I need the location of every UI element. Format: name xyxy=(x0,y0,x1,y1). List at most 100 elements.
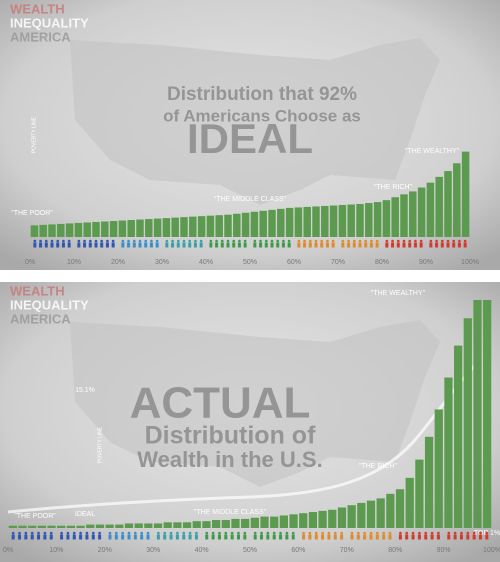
annotation: "THE POOR" xyxy=(11,210,53,217)
person-icon-head xyxy=(408,239,412,243)
person-icon-body xyxy=(237,242,241,248)
person-icon-body xyxy=(66,534,70,540)
chart-title: Wealth in the U.S. xyxy=(137,447,322,472)
bar xyxy=(57,525,66,528)
person-icon-head xyxy=(83,239,86,243)
person-icon-head xyxy=(440,239,444,243)
person-icon-body xyxy=(18,534,22,540)
person-icon-body xyxy=(175,534,179,540)
bar xyxy=(231,518,240,528)
person-icon-head xyxy=(176,531,179,535)
person-icon-head xyxy=(453,531,457,535)
chart-title: Distribution of xyxy=(145,422,316,450)
annotation: "THE WEALTHY" xyxy=(405,148,460,155)
bar xyxy=(454,345,463,528)
bar xyxy=(473,300,482,528)
bar xyxy=(47,525,56,528)
person-icon-body xyxy=(325,242,329,248)
person-icon-head xyxy=(341,239,345,243)
x-tick-label: 20% xyxy=(111,259,125,266)
chart-title: IDEAL xyxy=(187,115,313,162)
bar xyxy=(162,218,171,237)
bar xyxy=(233,213,241,237)
person-icon-body xyxy=(287,242,291,248)
person-icon-head xyxy=(155,239,159,243)
person-icon-body xyxy=(79,534,83,540)
bar xyxy=(434,409,443,528)
person-icon-body xyxy=(302,534,306,540)
person-icon-body xyxy=(453,534,457,540)
person-icon-body xyxy=(321,534,325,540)
person-icon-body xyxy=(43,534,47,540)
person-icon-body xyxy=(398,534,402,540)
person-icon-head xyxy=(176,239,180,243)
person-icon-head xyxy=(188,531,192,535)
map-silhouette xyxy=(70,38,440,205)
bar xyxy=(180,217,188,237)
person-icon-body xyxy=(56,242,60,248)
person-icon-head xyxy=(146,531,150,535)
person-icon-head xyxy=(199,239,203,243)
person-icon-body xyxy=(279,534,283,540)
bar xyxy=(221,520,230,528)
person-icon-body xyxy=(33,242,37,248)
person-icon-body xyxy=(39,242,43,248)
bar xyxy=(312,206,320,237)
person-icon-body xyxy=(44,242,48,248)
person-icon-head xyxy=(272,531,276,535)
person-icon-body xyxy=(133,534,137,540)
person-icon-head xyxy=(333,531,337,535)
person-icon-head xyxy=(226,239,230,243)
bar xyxy=(461,151,470,237)
person-icon-head xyxy=(369,531,373,535)
bar xyxy=(215,215,223,237)
bar xyxy=(28,525,37,528)
person-icon-body xyxy=(452,242,456,248)
person-icon-head xyxy=(108,531,112,535)
person-icon-body xyxy=(347,242,351,248)
x-tick-label: 80% xyxy=(375,259,389,266)
bar xyxy=(270,516,279,528)
person-icon-head xyxy=(37,531,40,535)
bar xyxy=(303,206,311,237)
person-icon-body xyxy=(30,534,34,540)
person-icon-head xyxy=(282,239,285,243)
person-icon-head xyxy=(424,531,428,535)
person-icon-head xyxy=(157,531,160,535)
bar xyxy=(241,212,250,237)
x-tick-label: 70% xyxy=(331,259,345,266)
bar xyxy=(30,225,39,237)
person-icon-body xyxy=(419,242,423,248)
person-icon-body xyxy=(270,242,274,248)
bar xyxy=(435,176,443,237)
person-icon-head xyxy=(264,239,268,243)
person-icon-head xyxy=(446,239,450,243)
bar xyxy=(109,220,118,237)
person-icon-head xyxy=(98,531,101,535)
x-tick-label: 40% xyxy=(199,259,213,266)
person-icon-head xyxy=(270,239,274,243)
person-icon-body xyxy=(264,242,268,248)
person-icon-body xyxy=(144,242,148,248)
x-tick-label: 60% xyxy=(291,547,305,554)
person-icon-body xyxy=(350,534,354,540)
person-icon-head xyxy=(463,239,467,243)
bar xyxy=(382,200,391,237)
bar xyxy=(366,500,376,528)
person-icon-head xyxy=(72,531,76,535)
annotation: "THE WEALTHY" xyxy=(371,290,426,297)
person-icon-head xyxy=(308,239,312,243)
person-icon-head xyxy=(215,239,218,243)
bar xyxy=(347,505,356,528)
person-icon-body xyxy=(440,242,444,248)
person-icon-head xyxy=(452,239,456,243)
person-icon-head xyxy=(66,531,70,535)
bar xyxy=(308,512,318,528)
annotation: "THE RICH" xyxy=(359,463,398,470)
person-icon-body xyxy=(363,534,367,540)
person-icon-head xyxy=(411,531,415,535)
person-icon-head xyxy=(253,239,257,243)
bar xyxy=(483,300,492,528)
person-icon-head xyxy=(314,239,318,243)
